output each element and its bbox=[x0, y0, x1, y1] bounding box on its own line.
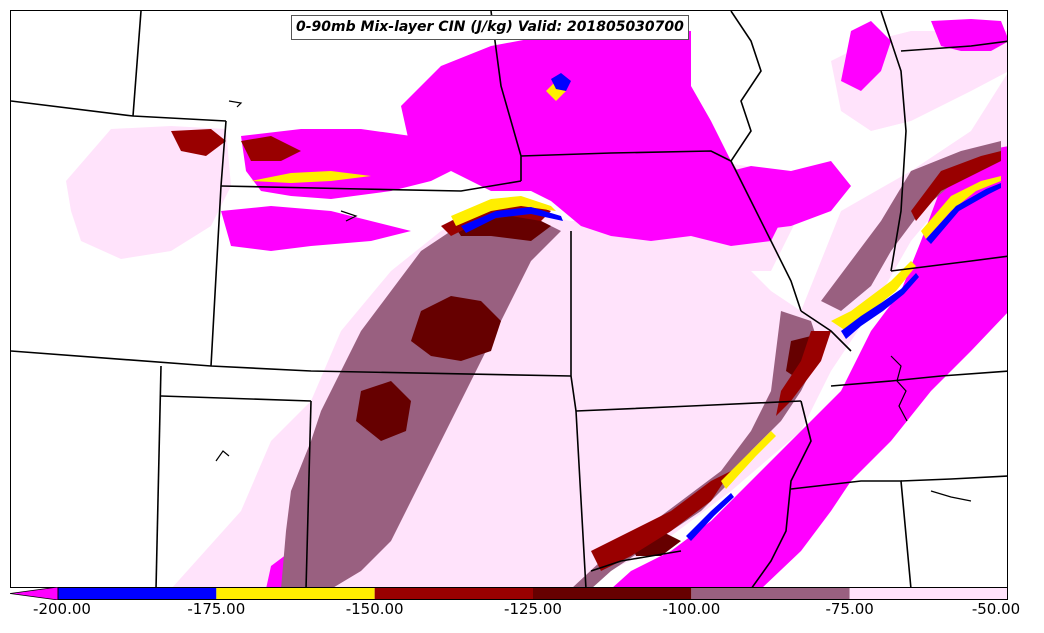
colorbar-tick-label: -50.00 bbox=[971, 600, 1021, 618]
map-panel bbox=[10, 10, 1008, 588]
colorbar-tick-label: -175.00 bbox=[187, 600, 246, 618]
state-boundaries bbox=[11, 11, 1007, 587]
colorbar-bin-1 bbox=[216, 587, 375, 600]
colorbar-bin-3 bbox=[533, 587, 692, 600]
cin-fill-blue bbox=[461, 73, 1001, 541]
colorbar-outline bbox=[57, 587, 1008, 600]
colorbar-bin-0 bbox=[58, 587, 217, 600]
colorbar bbox=[10, 587, 1008, 600]
colorbar-extend-arrow bbox=[10, 587, 59, 600]
colorbar-bin-4 bbox=[691, 587, 850, 600]
colorbar-tick-label: -150.00 bbox=[345, 600, 404, 618]
colorbar-tick-label: -100.00 bbox=[662, 600, 721, 618]
cin-contour-map bbox=[11, 11, 1007, 587]
colorbar-tick-label: -75.00 bbox=[825, 600, 874, 618]
water-outlines bbox=[215, 100, 972, 502]
colorbar-tick-label: -125.00 bbox=[504, 600, 562, 618]
cin-fill-mauve bbox=[281, 141, 1001, 587]
colorbar-tick-label: -200.00 bbox=[33, 600, 91, 618]
cin-fill-yellow bbox=[251, 81, 1001, 489]
colorbar-bin-5 bbox=[849, 587, 1008, 600]
colorbar-graphic bbox=[10, 587, 1008, 600]
colorbar-bin-2 bbox=[374, 587, 533, 600]
map-title: 0-90mb Mix-layer CIN (J/kg) Valid: 20180… bbox=[291, 15, 689, 40]
